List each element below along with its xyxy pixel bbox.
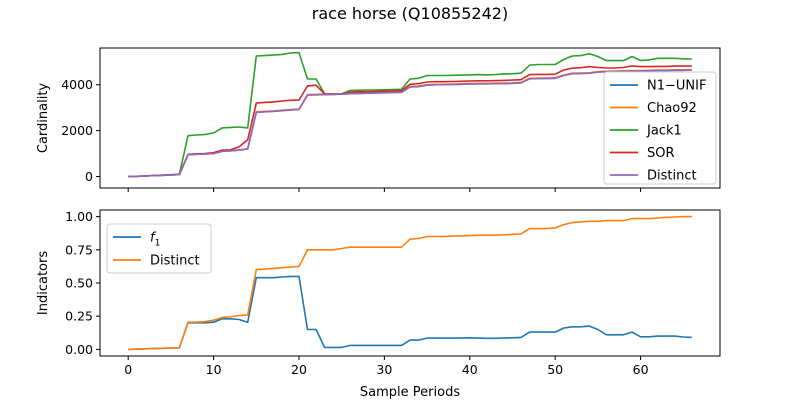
- legend-label: Distinct: [647, 169, 697, 184]
- x-tick-label: 40: [462, 362, 478, 377]
- indicators-panel: 0 10 20 30 40 50 60 0.00 0.25 0.50 0.75 1.00 Indicat…: [36, 209, 721, 377]
- x-tick-label: 10: [206, 362, 222, 377]
- y-tick-label: 0.50: [65, 276, 93, 291]
- x-axis-label: Sample Periods: [360, 385, 460, 400]
- y-tick-label: 0.25: [65, 309, 93, 324]
- y-tick-label: 0: [85, 169, 93, 184]
- y-axis-label: Indicators: [36, 251, 51, 315]
- x-tick-label: 50: [547, 362, 563, 377]
- cardinality-panel: 0 2000 4000 Cardinality N1−UNIF Chao92 Jack1 SO…: [36, 47, 721, 192]
- series-line-3: [128, 65, 692, 178]
- series-line-1: [128, 215, 692, 351]
- y-tick-label: 4000: [61, 77, 93, 92]
- y-tick-label: 1.00: [65, 209, 93, 224]
- series-line-2: [128, 51, 692, 178]
- x-tick-label: 30: [376, 362, 392, 377]
- series-line-4: [128, 69, 692, 178]
- legend-label: Chao92: [647, 101, 697, 116]
- legend: N1−UNIF Chao92 Jack1 SOR Distinct: [603, 71, 717, 185]
- y-tick-label: 0.75: [65, 242, 93, 257]
- axes-frame: [99, 47, 721, 189]
- figure-title: race horse (Q10855242): [312, 4, 508, 23]
- x-tick-label: 60: [633, 362, 649, 377]
- legend-label: f1: [150, 231, 160, 249]
- legend-label: Distinct: [150, 254, 200, 269]
- y-axis-label: Cardinality: [36, 83, 51, 154]
- legend-label: Jack1: [646, 124, 682, 139]
- x-tick-label: 0: [124, 362, 132, 377]
- y-tick-label: 0.00: [65, 342, 93, 357]
- y-tick-label: 2000: [61, 123, 93, 138]
- legend: f1 Distinct: [106, 223, 212, 274]
- series-line-0: [128, 275, 692, 351]
- legend-label: SOR: [647, 146, 675, 161]
- legend-label: N1−UNIF: [647, 79, 706, 94]
- legend-box: [603, 71, 717, 185]
- x-tick-label: 20: [291, 362, 307, 377]
